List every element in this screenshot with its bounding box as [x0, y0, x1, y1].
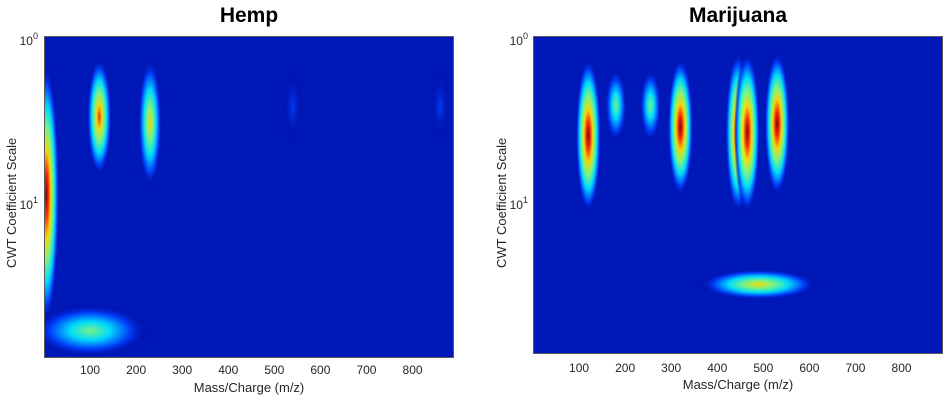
x-tick-label: 400	[707, 361, 728, 375]
x-tick-label: 200	[615, 361, 636, 375]
heatmap-blob	[734, 50, 761, 215]
x-tick-label: 100	[569, 361, 590, 375]
heatmap-blob	[86, 56, 112, 177]
y-tick-label: 100	[509, 31, 528, 48]
y-tick-label: 100	[19, 31, 38, 48]
heatmap-blob	[137, 56, 163, 190]
x-tick-label: 600	[310, 363, 331, 377]
x-tick-label: 100	[80, 363, 101, 377]
y-tick-label: 101	[509, 195, 528, 212]
heatmap-blob	[44, 303, 151, 358]
hemp-panel: Hemp CWT Coefficient Scale 100 101 Mass/…	[4, 4, 454, 395]
x-tick-label: 400	[218, 363, 239, 377]
y-tick-label: 101	[19, 195, 38, 212]
x-tick-label: 300	[172, 363, 193, 377]
heatmap-blob	[282, 67, 303, 146]
x-tick-label: 600	[799, 361, 820, 375]
chart-title: Marijuana	[688, 4, 788, 27]
x-tick-label: 800	[402, 363, 423, 377]
heatmap-blob	[575, 56, 602, 215]
heatmap-blob	[639, 67, 662, 144]
x-tick-label: 200	[126, 363, 147, 377]
x-axis-label: Mass/Charge (m/z)	[193, 380, 305, 395]
cwt-heatmap	[44, 36, 454, 358]
x-tick-label: 500	[753, 361, 774, 375]
x-tick-label: 700	[356, 363, 377, 377]
heatmap-plot	[533, 36, 943, 354]
chart-title: Hemp	[219, 4, 279, 27]
heatmap-blob	[430, 67, 450, 146]
cwt-heatmap	[533, 36, 943, 354]
heatmap-blob	[764, 50, 791, 198]
x-tick-label: 500	[264, 363, 285, 377]
heatmap-background	[44, 36, 454, 358]
x-tick-label: 700	[845, 361, 866, 375]
heatmap-plot	[44, 36, 454, 358]
heatmap-blob	[44, 62, 60, 327]
x-tick-label: 800	[891, 361, 912, 375]
heatmap-blob	[667, 56, 694, 198]
x-axis-label: Mass/Charge (m/z)	[682, 377, 794, 392]
heatmap-blob	[604, 67, 628, 144]
marijuana-panel: Marijuana CWT Coefficient Scale 100 101 …	[474, 0, 948, 404]
heatmap-blob	[698, 268, 819, 301]
x-tick-label: 300	[661, 361, 682, 375]
